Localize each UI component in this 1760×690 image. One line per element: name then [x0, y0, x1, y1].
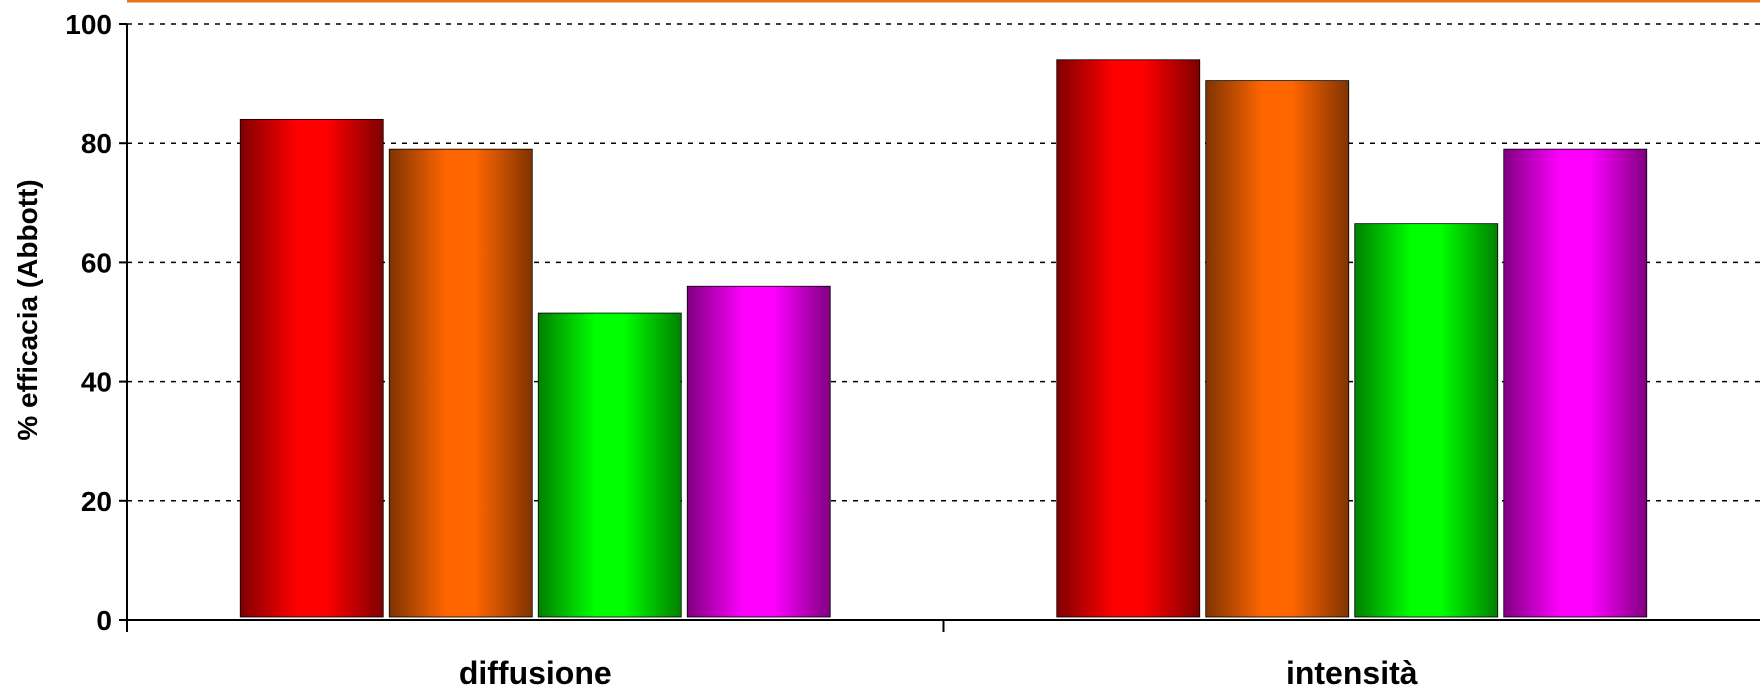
- x-category-label: diffusione: [459, 655, 612, 690]
- bar: [1056, 59, 1201, 618]
- y-tick-label: 60: [81, 247, 112, 278]
- bar: [686, 285, 831, 618]
- bar: [388, 148, 533, 618]
- bar: [1503, 148, 1648, 618]
- bar: [239, 118, 384, 618]
- bars: [239, 59, 1648, 618]
- bar: [1205, 80, 1350, 618]
- bar: [537, 312, 682, 618]
- y-tick-label: 0: [96, 605, 112, 636]
- y-tick-label: 40: [81, 367, 112, 398]
- x-categories: diffusione intensità: [126, 620, 1418, 690]
- bar: [1354, 223, 1499, 618]
- y-ticks: 0 20 40 60 80 100: [65, 9, 127, 636]
- x-category-label: intensità: [1286, 655, 1418, 690]
- y-tick-label: 100: [65, 9, 112, 40]
- y-tick-label: 20: [81, 486, 112, 517]
- gridlines: [127, 23, 1760, 502]
- y-axis-title: % efficacia (Abbott): [12, 179, 43, 440]
- y-tick-label: 80: [81, 128, 112, 159]
